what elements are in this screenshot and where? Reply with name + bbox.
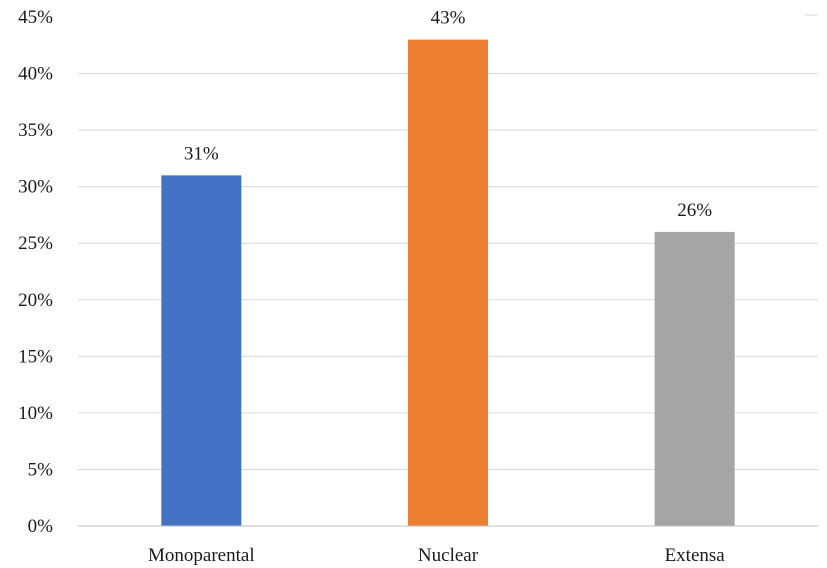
y-tick-label: 20%	[18, 290, 53, 311]
bars	[161, 39, 735, 526]
x-category-label: Extensa	[665, 545, 726, 566]
y-tick-label: 10%	[18, 403, 53, 424]
y-tick-label: 0%	[28, 516, 54, 537]
y-tick-label: 45%	[18, 7, 53, 28]
data-label-monoparental: 31%	[184, 143, 219, 164]
y-tick-label: 25%	[18, 233, 53, 254]
data-label-extensa: 26%	[677, 200, 712, 221]
bar-nuclear	[408, 39, 488, 526]
y-axis-ticks: 0% 5% 10% 15% 20% 25% 30% 35% 40% 45%	[18, 7, 53, 537]
data-labels: 31% 43% 26%	[184, 8, 712, 221]
y-tick-label: 30%	[18, 177, 53, 198]
x-category-label: Monoparental	[148, 545, 255, 566]
data-label-nuclear: 43%	[431, 8, 466, 29]
y-tick-label: 35%	[18, 120, 53, 141]
bar-monoparental	[161, 175, 242, 526]
x-axis-categories: Monoparental Nuclear Extensa	[148, 545, 725, 566]
y-tick-label: 5%	[28, 459, 54, 480]
x-category-label: Nuclear	[418, 545, 479, 566]
bar-extensa	[654, 231, 735, 526]
y-tick-label: 40%	[18, 64, 53, 85]
y-tick-label: 15%	[18, 346, 53, 367]
